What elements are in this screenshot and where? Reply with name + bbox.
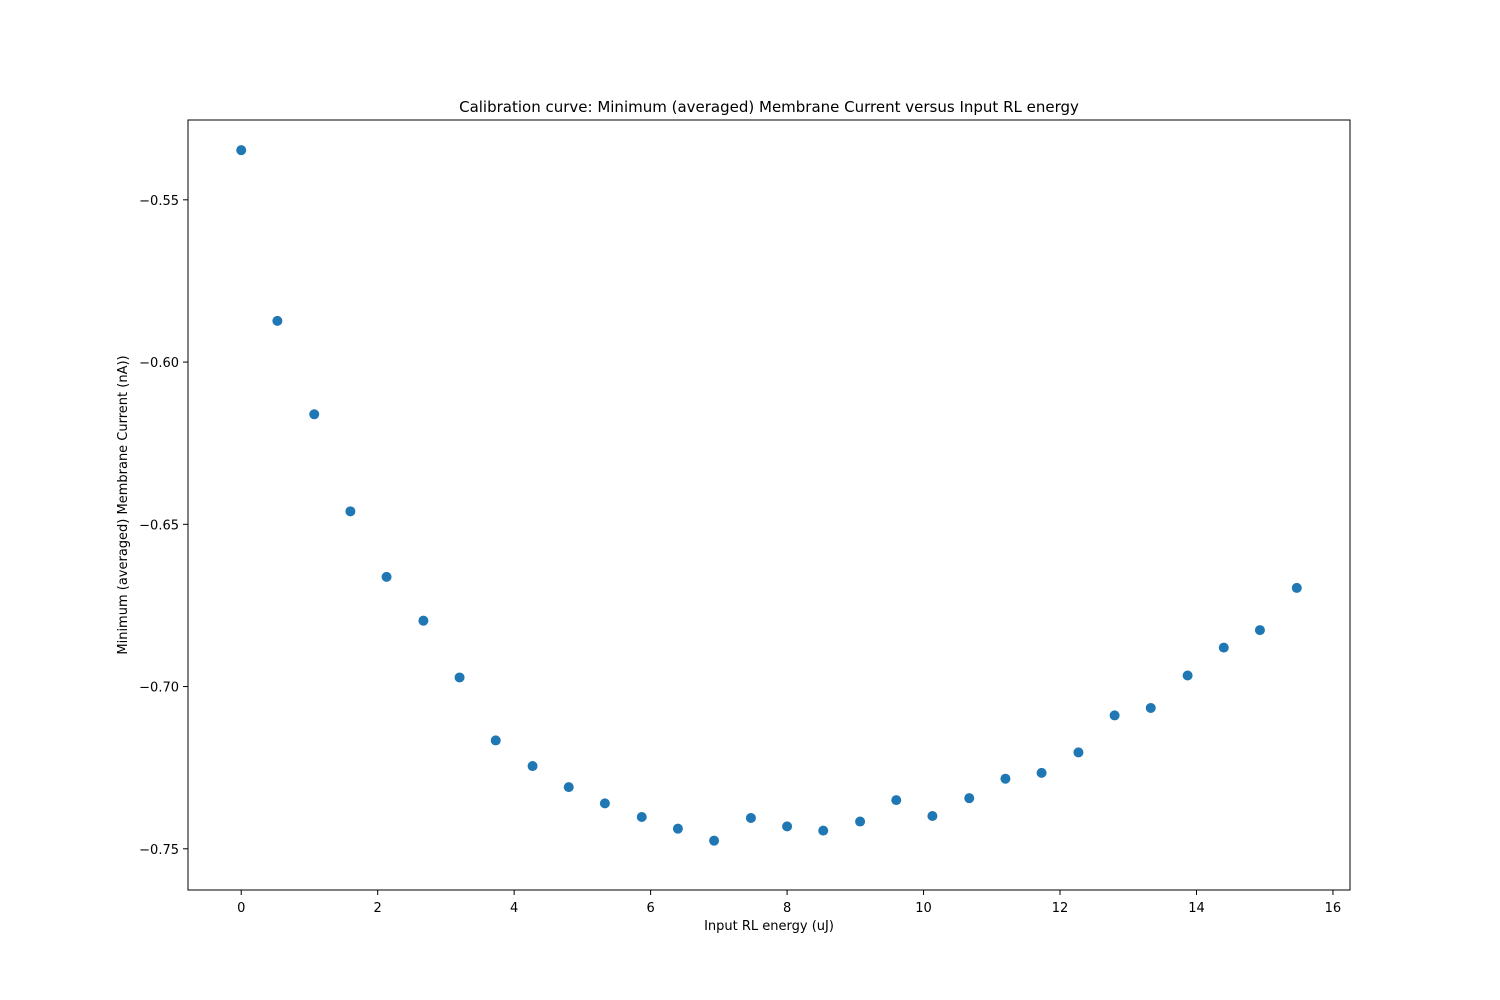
- y-tick-label: −0.60: [139, 356, 179, 371]
- data-point: [1073, 747, 1084, 758]
- data-point: [381, 571, 392, 582]
- data-point: [490, 735, 501, 746]
- x-axis-label: Input RL energy (uJ): [704, 919, 834, 934]
- data-point: [891, 795, 902, 806]
- y-tick-label: −0.65: [139, 518, 179, 533]
- x-axis: 0 2 4 6 8 10 12 14 16: [237, 890, 1341, 916]
- data-point: [818, 825, 829, 836]
- x-tick-label: 8: [783, 901, 791, 916]
- data-point: [1145, 702, 1156, 713]
- y-tick-label: −0.70: [139, 681, 179, 696]
- data-point: [636, 811, 647, 822]
- data-point: [454, 672, 465, 683]
- x-tick-label: 2: [374, 901, 382, 916]
- data-point: [599, 798, 610, 809]
- data-point: [927, 811, 938, 822]
- data-point: [672, 823, 683, 834]
- plot-area: [187, 119, 1351, 891]
- data-point: [745, 812, 756, 823]
- x-tick-label: 12: [1052, 901, 1069, 916]
- data-point: [563, 782, 574, 793]
- data-point: [309, 409, 320, 420]
- y-axis: −0.55 −0.60 −0.65 −0.70 −0.75: [139, 194, 188, 858]
- x-tick-label: 10: [915, 901, 932, 916]
- data-point: [964, 793, 975, 804]
- data-point: [418, 615, 429, 626]
- data-point: [236, 145, 247, 156]
- x-tick-label: 4: [510, 901, 518, 916]
- data-point: [1254, 625, 1265, 636]
- y-tick-label: −0.55: [139, 194, 179, 209]
- data-point: [782, 821, 793, 832]
- data-point: [527, 761, 538, 772]
- data-point: [1000, 773, 1011, 784]
- y-tick-label: −0.75: [139, 843, 179, 858]
- data-point: [1109, 710, 1120, 721]
- x-tick-label: 14: [1188, 901, 1205, 916]
- plot-frame: [187, 119, 1351, 891]
- data-point: [855, 816, 866, 827]
- data-point: [1182, 670, 1193, 681]
- data-point: [1036, 767, 1047, 778]
- data-point: [1291, 582, 1302, 593]
- x-tick-label: 16: [1325, 901, 1342, 916]
- data-point: [1218, 642, 1229, 653]
- chart-title: Calibration curve: Minimum (averaged) Me…: [459, 98, 1079, 116]
- x-tick-label: 0: [237, 901, 245, 916]
- data-point: [709, 835, 720, 846]
- data-points: [236, 145, 1302, 846]
- data-point: [345, 506, 356, 517]
- data-point: [272, 315, 283, 326]
- y-axis-label: Minimum (averaged) Membrane Current (nA)…: [116, 355, 131, 654]
- x-tick-label: 6: [646, 901, 654, 916]
